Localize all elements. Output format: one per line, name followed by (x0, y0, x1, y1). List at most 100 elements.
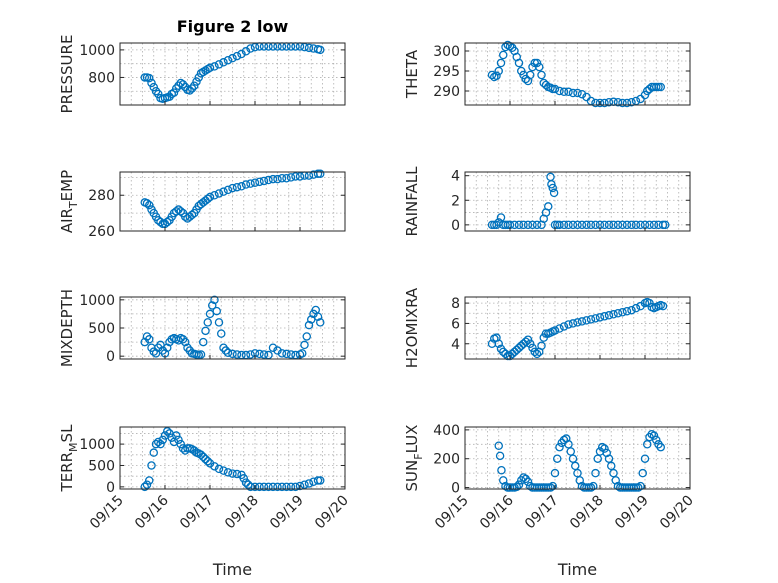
y-tick-label: 300 (433, 44, 460, 60)
data-point (555, 324, 564, 333)
data-point (147, 78, 156, 88)
data-point (162, 217, 172, 227)
data-point (645, 298, 654, 308)
series-points (487, 172, 670, 230)
data-point (277, 349, 287, 358)
data-point (609, 310, 618, 319)
data-point (250, 482, 260, 492)
data-point (232, 350, 242, 359)
data-point (286, 173, 296, 182)
data-point (494, 441, 503, 450)
data-point (207, 301, 217, 310)
data-point (573, 88, 582, 98)
y-tick-label: 280 (88, 188, 115, 204)
data-point (295, 481, 305, 491)
data-point (255, 349, 264, 359)
series-points (140, 427, 325, 492)
data-point (544, 202, 553, 211)
data-point (514, 480, 524, 489)
data-point (514, 220, 524, 230)
axes-frame (119, 171, 346, 232)
data-point (147, 461, 156, 470)
data-point (140, 337, 149, 347)
data-point (618, 98, 627, 108)
data-point (498, 50, 508, 60)
y-axis-label: H2OMIXRA (403, 287, 421, 368)
data-point (223, 348, 233, 358)
data-point (315, 318, 325, 327)
data-point (645, 220, 654, 230)
data-point (591, 220, 600, 230)
data-point (198, 452, 208, 462)
data-point (661, 220, 670, 230)
y-tick-label: 1000 (79, 437, 115, 453)
data-point (548, 183, 558, 193)
data-point (246, 350, 255, 359)
data-point (153, 89, 163, 99)
data-point (548, 481, 558, 491)
data-point (577, 89, 587, 99)
data-point (512, 482, 522, 492)
data-point (194, 73, 203, 82)
data-point (232, 51, 242, 61)
data-point (180, 337, 190, 347)
y-tick-label: 295 (433, 64, 460, 80)
data-point (607, 461, 616, 471)
y-tick-label: 0 (106, 349, 115, 365)
data-point (149, 82, 158, 92)
data-point (555, 86, 564, 96)
data-point (604, 454, 614, 463)
data-point (494, 66, 503, 76)
data-point (559, 220, 569, 230)
subplot-h2omixra: 4 6 8 H2OMIXRA (403, 287, 691, 368)
data-point (575, 476, 585, 485)
data-point (598, 442, 607, 452)
series-points (140, 42, 325, 104)
data-point (300, 42, 309, 52)
data-point (495, 451, 505, 461)
x-tick-label: 09/17 (177, 493, 217, 533)
data-point (264, 175, 273, 185)
data-point (149, 448, 158, 457)
data-point (268, 343, 278, 352)
x-tick-label: 09/16 (132, 492, 172, 532)
x-tick-label: 09/15 (432, 493, 472, 533)
data-point (586, 483, 596, 492)
data-point (519, 220, 528, 230)
data-point (649, 431, 659, 440)
data-point (573, 220, 582, 230)
data-point (203, 318, 212, 327)
subplot-air_temp: 260 280 AIRTEMP (58, 169, 346, 240)
data-point (286, 482, 296, 492)
data-point (613, 220, 623, 230)
data-point (627, 305, 636, 315)
data-point (259, 350, 269, 359)
data-point (277, 482, 287, 492)
data-point (210, 295, 219, 305)
data-point (564, 320, 573, 329)
y-tick-label: 400 (433, 423, 460, 439)
y-tick-label: 4 (451, 337, 460, 353)
data-point (604, 311, 614, 320)
data-point (591, 314, 600, 323)
data-point (237, 49, 246, 59)
data-point (604, 220, 614, 230)
axes-frame (119, 426, 346, 490)
x-tick-label: 09/15 (87, 493, 127, 533)
data-point (297, 349, 307, 358)
data-point (140, 482, 149, 492)
data-point (232, 182, 242, 192)
data-point (268, 482, 278, 492)
data-point (223, 185, 233, 195)
plot-area (465, 43, 690, 105)
data-point (246, 179, 255, 188)
data-point (582, 316, 591, 325)
data-point (300, 340, 309, 350)
y-tick-label: 0 (106, 480, 115, 496)
data-point (264, 482, 273, 492)
y-tick-label: 200 (433, 452, 460, 468)
data-point (559, 435, 569, 445)
data-point (555, 442, 564, 452)
data-point (523, 335, 533, 344)
data-point (553, 454, 562, 463)
